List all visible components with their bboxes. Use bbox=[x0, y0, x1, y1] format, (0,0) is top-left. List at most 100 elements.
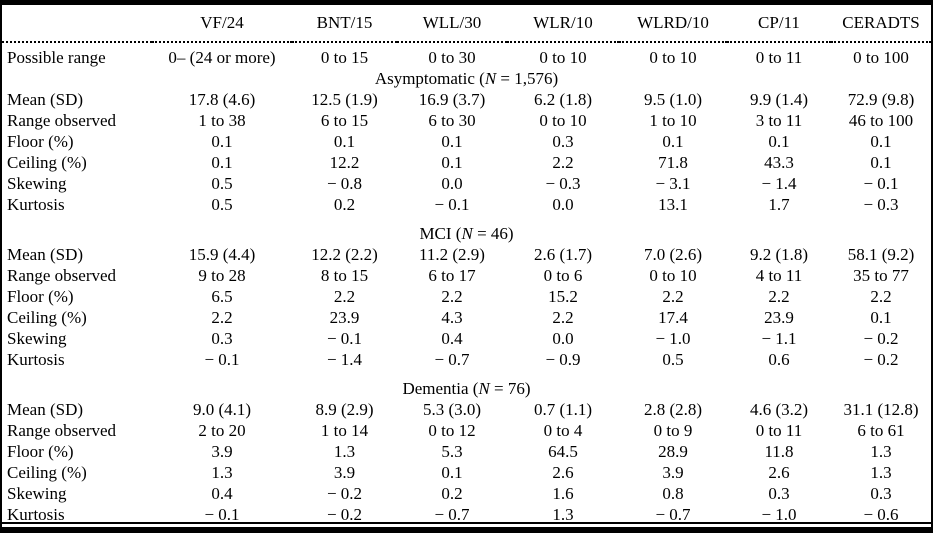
table-cell: 0 to 9 bbox=[653, 421, 693, 440]
column-header-cp11: CP/11 bbox=[727, 5, 831, 43]
table-cell: 2.6 (1.7) bbox=[533, 245, 593, 264]
section-header-row: Asymptomatic (N = 1,576) bbox=[2, 68, 931, 89]
table-cell: 2 to 20 bbox=[198, 421, 246, 440]
table-row: Skewing 0.5 − 0.8 0.0 − 0.3 − 3.1 − 1.4 … bbox=[2, 173, 931, 194]
table-row: Possible range 0– (24 or more) 0 to 15 0… bbox=[2, 42, 931, 68]
row-label: Skewing bbox=[7, 329, 67, 348]
table-cell: 0.0 bbox=[552, 195, 574, 214]
column-header-ceradts: CERADTS bbox=[831, 5, 931, 43]
table-cell: 0.3 bbox=[768, 484, 790, 503]
table-cell: 8.9 (2.9) bbox=[315, 400, 374, 419]
table-cell: 2.2 bbox=[870, 287, 892, 306]
table-cell: 1 to 38 bbox=[198, 111, 246, 130]
table-cell: 46 to 100 bbox=[848, 111, 914, 130]
row-label: Floor (%) bbox=[7, 442, 74, 461]
table-cell: 0 to 10 bbox=[539, 48, 587, 67]
row-label: Range observed bbox=[7, 421, 117, 440]
table-cell: 2.6 bbox=[552, 463, 574, 482]
table-cell: 17.4 bbox=[658, 308, 688, 327]
table-cell: − 1.0 bbox=[761, 505, 797, 524]
table-cell: − 0.2 bbox=[326, 484, 363, 503]
table-row: Mean (SD) 17.8 (4.6) 12.5 (1.9) 16.9 (3.… bbox=[2, 89, 931, 110]
italic-n: N bbox=[484, 69, 497, 88]
table-cell: − 0.7 bbox=[434, 350, 470, 369]
row-label: Ceiling (%) bbox=[7, 308, 87, 327]
table-cell: 0.3 bbox=[870, 484, 892, 503]
column-header-wll30: WLL/30 bbox=[397, 5, 507, 43]
table-cell: − 1.0 bbox=[655, 329, 691, 348]
table-cell: − 0.1 bbox=[204, 505, 240, 524]
column-header-vf24: VF/24 bbox=[152, 5, 292, 43]
row-label: Floor (%) bbox=[7, 287, 74, 306]
table-cell: 4 to 11 bbox=[755, 266, 803, 285]
table-cell: 1.3 bbox=[870, 442, 892, 461]
table-cell: − 0.3 bbox=[545, 174, 581, 193]
table-cell: 0.2 bbox=[441, 484, 463, 503]
table-cell: 2.2 bbox=[662, 287, 684, 306]
table-cell: − 0.2 bbox=[326, 505, 363, 524]
table-cell: 64.5 bbox=[548, 442, 578, 461]
table-cell: 0.1 bbox=[211, 153, 233, 172]
table-row: Kurtosis − 0.1 − 1.4 − 0.7 − 0.9 0.5 0.6… bbox=[2, 349, 931, 370]
table-cell: 1.3 bbox=[211, 463, 233, 482]
table-cell: − 0.1 bbox=[434, 195, 470, 214]
table-bottom-rule bbox=[0, 527, 933, 533]
table-cell: 43.3 bbox=[764, 153, 794, 172]
column-header-blank bbox=[2, 5, 152, 43]
table-cell: 31.1 (12.8) bbox=[843, 400, 919, 419]
table-cell: 2.2 bbox=[552, 308, 574, 327]
header-row: VF/24 BNT/15 WLL/30 WLR/10 WLRD/10 CP/11… bbox=[2, 5, 931, 43]
table-cell: − 0.1 bbox=[863, 174, 899, 193]
table-cell: 15.9 (4.4) bbox=[188, 245, 256, 264]
table-cell: 0.0 bbox=[441, 174, 463, 193]
table-row: Ceiling (%) 2.2 23.9 4.3 2.2 17.4 23.9 0… bbox=[2, 307, 931, 328]
table-cell: 58.1 (9.2) bbox=[847, 245, 915, 264]
table-cell: 3 to 11 bbox=[755, 111, 803, 130]
table-cell: 0 to 100 bbox=[853, 48, 909, 67]
table-row: Ceiling (%) 1.3 3.9 0.1 2.6 3.9 2.6 1.3 bbox=[2, 462, 931, 483]
table-cell: 0.8 bbox=[662, 484, 684, 503]
table-cell: 2.2 bbox=[333, 287, 356, 306]
table-cell: 13.1 bbox=[658, 195, 688, 214]
table-cell: 9.2 (1.8) bbox=[749, 245, 809, 264]
table-cell: 6 to 61 bbox=[857, 421, 905, 440]
section-header-row: Dementia (N = 76) bbox=[2, 370, 931, 399]
table-cell: − 0.7 bbox=[655, 505, 691, 524]
table-cell: 6 to 17 bbox=[428, 266, 476, 285]
table-cell: − 0.1 bbox=[326, 329, 363, 348]
table-cell: 9.5 (1.0) bbox=[643, 90, 703, 109]
table-row: Mean (SD) 15.9 (4.4) 12.2 (2.2) 11.2 (2.… bbox=[2, 244, 931, 265]
table-cell: 0 to 10 bbox=[649, 266, 697, 285]
table-cell: − 0.2 bbox=[863, 329, 899, 348]
table-cell: − 0.2 bbox=[863, 350, 899, 369]
table-cell: 0 to 10 bbox=[649, 48, 697, 67]
table-cell: 2.2 bbox=[768, 287, 790, 306]
table-cell: 4.3 bbox=[441, 308, 463, 327]
table-cell: 0 to 11 bbox=[755, 48, 803, 67]
table-cell: 2.2 bbox=[552, 153, 574, 172]
table-cell: 1.6 bbox=[552, 484, 574, 503]
row-label: Mean (SD) bbox=[7, 90, 84, 109]
column-header-bnt15: BNT/15 bbox=[292, 5, 397, 43]
table-cell: − 1.4 bbox=[761, 174, 797, 193]
table-cell: 0.1 bbox=[441, 153, 463, 172]
row-label: Kurtosis bbox=[7, 505, 65, 524]
table-row: Floor (%) 0.1 0.1 0.1 0.3 0.1 0.1 0.1 bbox=[2, 131, 931, 152]
section-title-mci: MCI (N = 46) bbox=[419, 224, 514, 243]
table-cell: 12.2 bbox=[329, 153, 360, 172]
table-cell: − 0.9 bbox=[545, 350, 581, 369]
row-label: Mean (SD) bbox=[7, 400, 84, 419]
table-row: Range observed 1 to 38 6 to 15 6 to 30 0… bbox=[2, 110, 931, 131]
table-cell: 0 to 15 bbox=[320, 48, 369, 67]
table-cell: 0.5 bbox=[211, 174, 233, 193]
table-cell: 0.1 bbox=[870, 132, 892, 151]
table-cell: 1 to 14 bbox=[320, 421, 369, 440]
row-label: Kurtosis bbox=[7, 350, 65, 369]
table-cell: 0.1 bbox=[441, 463, 463, 482]
table-cell: 5.3 (3.0) bbox=[422, 400, 482, 419]
table-cell: − 1.4 bbox=[326, 350, 363, 369]
table-cell: − 0.6 bbox=[863, 505, 899, 524]
table-cell: 17.8 (4.6) bbox=[188, 90, 256, 109]
table-cell: 6 to 15 bbox=[320, 111, 369, 130]
